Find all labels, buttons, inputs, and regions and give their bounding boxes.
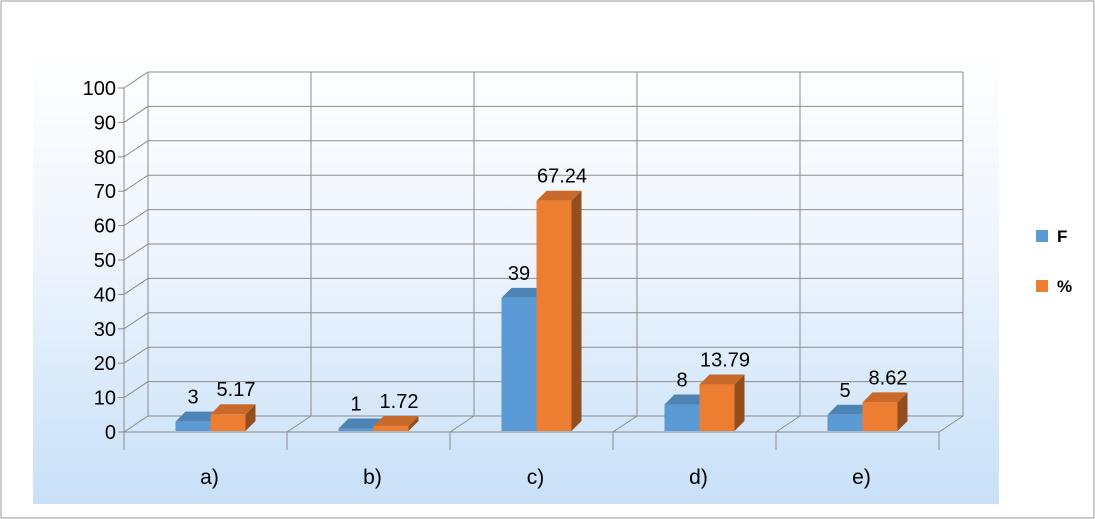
bar-side-face: [734, 374, 745, 431]
bar-front-face: [664, 404, 700, 431]
legend: F%: [1036, 227, 1072, 296]
legend-swatch: [1036, 230, 1048, 242]
bar-top-face: [210, 404, 256, 415]
data-label: 5: [839, 380, 850, 402]
data-label: 3: [187, 387, 198, 409]
data-label: 1: [350, 394, 361, 416]
bar-top-face: [827, 404, 873, 415]
bar-top-face: [536, 190, 582, 201]
bar-top-face: [862, 392, 908, 403]
y-tick-label: 40: [94, 284, 116, 306]
bar-top-face: [373, 416, 419, 427]
grid: [118, 71, 964, 450]
y-axis-tick-labels: 0 10 20 30 40 50 60 70 80 90 100: [83, 78, 116, 444]
x-axis-tick-labels: a) b) c) d) e): [200, 466, 871, 489]
floor-divider: [612, 415, 638, 433]
y-tick-label: 100: [83, 78, 116, 100]
bar-front-face: [699, 384, 735, 431]
y-tick-label: 80: [94, 147, 116, 169]
bar-front-face: [862, 402, 898, 431]
data-label: 8.62: [869, 367, 908, 389]
floor-divider: [775, 415, 801, 433]
bar-top-face: [664, 394, 710, 405]
y-tick-label: 10: [94, 388, 116, 410]
bar-front-face: [175, 421, 211, 431]
legend-label: F: [1057, 227, 1067, 246]
y-tick-label: 70: [94, 181, 116, 203]
data-label: 1.72: [380, 391, 419, 413]
data-label: 5.17: [217, 379, 256, 401]
floor-divider: [286, 415, 312, 433]
y-tick-label: 30: [94, 319, 116, 341]
bar-top-face: [338, 418, 384, 429]
bar-side-face: [408, 416, 419, 431]
y-tick-label: 0: [105, 422, 116, 444]
bar-pct-4: [699, 374, 745, 431]
bar-front-face: [501, 297, 537, 431]
bar-pct-5: [862, 392, 908, 431]
bar-front-face: [373, 426, 409, 431]
bar-front-face: [536, 200, 572, 431]
floor-divider: [449, 415, 475, 433]
data-labels: 3 5.17 1 1.72 39 67.24 8 13.79 5 8.62: [187, 166, 907, 416]
y-tick-label: 20: [94, 353, 116, 375]
bar-top-face: [501, 287, 547, 298]
floor-divider: [938, 415, 964, 433]
bar-pct-2: [373, 416, 419, 431]
legend-label: %: [1057, 277, 1072, 296]
x-tick-label: d): [689, 466, 708, 489]
y-tick-label: 90: [94, 112, 116, 134]
bar-side-face: [245, 404, 256, 431]
bar-top-face: [175, 411, 221, 422]
data-label: 13.79: [700, 350, 750, 372]
bar-pct-1: [210, 404, 256, 431]
x-tick-label: b): [363, 466, 382, 489]
legend-swatch: [1036, 280, 1048, 292]
y-tick-label: 60: [94, 216, 116, 238]
bar-top-face: [699, 374, 745, 385]
data-label: 67.24: [537, 166, 587, 188]
data-label: 39: [508, 263, 530, 285]
bar-side-face: [571, 190, 582, 431]
y-tick-label: 50: [94, 250, 116, 272]
bar-side-face: [897, 392, 908, 431]
x-tick-label: e): [852, 466, 871, 489]
x-tick-label: a): [200, 466, 219, 489]
bars: [175, 190, 908, 431]
x-tick-label: c): [527, 466, 545, 489]
bar-front-face: [210, 414, 246, 431]
bar-front-face: [827, 414, 863, 431]
bar-pct-3: [536, 190, 582, 431]
bar-front-face: [338, 428, 374, 431]
data-label: 8: [676, 369, 687, 391]
